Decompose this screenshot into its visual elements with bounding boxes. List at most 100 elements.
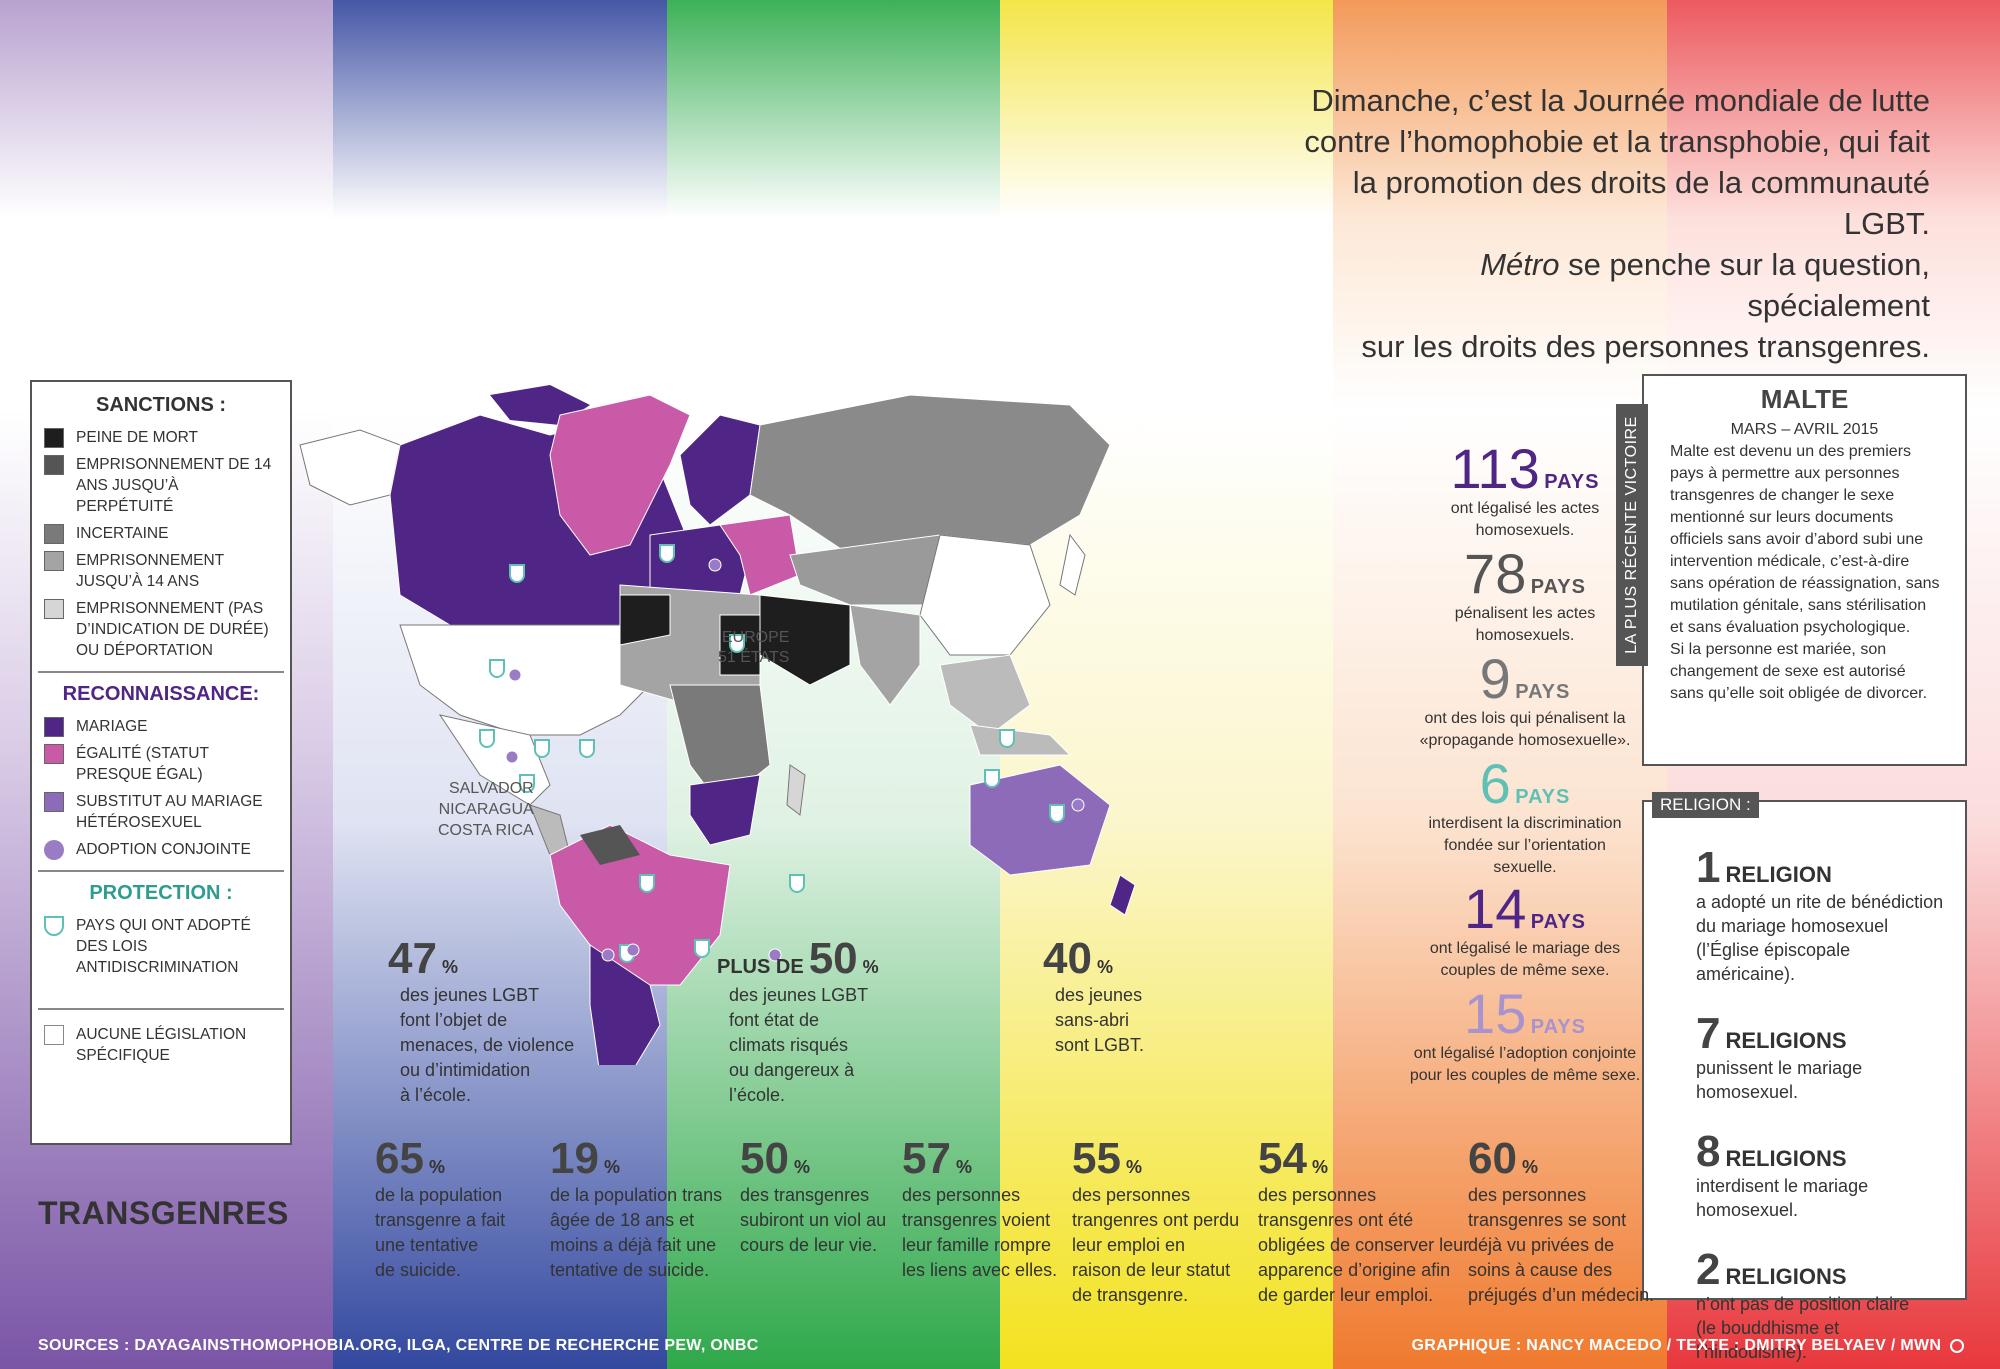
intro-line-part: se penche sur la question, spécialement (1559, 247, 1930, 323)
legend-label: ADOPTION CONJOINTE (76, 841, 251, 858)
metro-name: Métro (1480, 247, 1560, 282)
swatch (44, 428, 64, 448)
intro-line: Métro se penche sur la question, spécial… (1290, 244, 1930, 326)
trans-stat-text: soins à cause des (1468, 1260, 1613, 1280)
shield-icon (729, 634, 745, 653)
world-stat-unit: PAYS (1530, 1016, 1586, 1038)
shield-icon (579, 739, 595, 758)
percent-sign: % (603, 1157, 620, 1177)
youth-stat-text: menaces, de violence (400, 1035, 575, 1055)
china (919, 534, 1051, 656)
legend-item: EMPRISONNEMENT (PAS D’INDICATION DE DURÉ… (44, 598, 280, 661)
world-stat-text: homosexuels. (1475, 522, 1575, 539)
trans-stat-heading: 60 % (1468, 1135, 1654, 1183)
religion-item: 7 RELIGIONS punissent le mariage homosexue… (1696, 1012, 1945, 1104)
world-stat-text: fondée sur l’orientation (1444, 837, 1606, 854)
religion-heading: 1 RELIGION (1696, 846, 1945, 890)
religion-text: du mariage homosexuel (1696, 916, 1889, 936)
protection-list: PAYS QUI ONT ADOPTÉ DES LOIS ANTIDISCRIM… (32, 915, 290, 978)
youth-stat-text: des jeunes LGBT (729, 985, 869, 1005)
adoption-icon (626, 943, 640, 957)
world-stat-text: couples de même sexe. (1440, 962, 1610, 979)
world-stat-text: homosexuels. (1475, 627, 1575, 644)
trans-stat-text: de transgenre. (1072, 1285, 1189, 1305)
world-stat-heading: 113 PAYS (1400, 440, 1650, 498)
religion-title: RELIGION : (1652, 792, 1759, 818)
world-stat-text: ont légalisé le mariage des (1429, 940, 1621, 957)
percent-sign: % (793, 1157, 810, 1177)
world-stat-unit: PAYS (1530, 576, 1586, 598)
trans-stat-heading: 54 % (1258, 1135, 1469, 1183)
religion-text: a adopté un rite de bénédiction (1696, 892, 1944, 912)
world-stat-unit: PAYS (1530, 911, 1586, 933)
malta-line: Malte est devenu un des premiers (1670, 443, 1912, 460)
youth-stat-heading: 47 % (388, 935, 574, 983)
trans-stat-heading: 55 % (1072, 1135, 1239, 1183)
youth-stat: 40 % des jeunes sans-abri sont LGBT. (1043, 935, 1144, 1058)
religion-panel: RELIGION : 1 RELIGION a adopté un rite de… (1642, 792, 1967, 1362)
youth-stat-text: font l’objet de (400, 1010, 508, 1030)
world-stat-text: pour les couples de même sexe. (1409, 1067, 1641, 1084)
religion-number: 7 (1696, 1009, 1721, 1058)
madagascar (786, 764, 806, 816)
percent-sign: % (441, 957, 458, 977)
legend-item: ÉGALITÉ (STATUT PRESQUE ÉGAL) (44, 743, 280, 785)
legend-label: PEINE DE MORT (76, 429, 199, 446)
shield-icon (479, 729, 495, 748)
trans-stat-text: une tentative (375, 1235, 479, 1255)
trans-stat: 50 % des transgenres subiront un viol au co… (740, 1135, 886, 1258)
religion-text: interdisent le mariage (1696, 1176, 1869, 1196)
protection-shields (479, 544, 1065, 963)
recognition-list: MARIAGE ÉGALITÉ (STATUT PRESQUE ÉGAL) SUBS… (32, 716, 290, 860)
world-stat-text: «propagande homosexuelle». (1419, 732, 1631, 749)
legend-label: ÉGALITÉ (STATUT PRESQUE ÉGAL) (76, 745, 209, 783)
legend-sanctions-title: SANCTIONS : (96, 394, 226, 416)
world-stat: 15 PAYS ont légalisé l’adoption conjointe… (1400, 985, 1650, 1087)
trans-stat: 60 % des personnes transgenres se sont déjà… (1468, 1135, 1654, 1308)
swatch (44, 599, 64, 619)
salvador-label: SALVADOR (448, 780, 534, 797)
world-stat-number: 15 (1464, 982, 1527, 1045)
legend-divider (38, 870, 284, 872)
world-map (299, 385, 1136, 1065)
youth-stat-heading: PLUS DE 50 % (717, 935, 879, 983)
intro-line: Dimanche, c’est la Journée mondiale de l… (1311, 83, 1930, 118)
youth-stat-text: sans-abri (1055, 1010, 1130, 1030)
scandinavia (679, 414, 761, 526)
trans-stat: 54 % des personnes transgenres ont été obli… (1258, 1135, 1469, 1308)
shield-icon (789, 874, 805, 893)
religion-heading: 7 RELIGIONS (1696, 1012, 1945, 1056)
russia (749, 394, 1111, 556)
malta-line: transgenres de changer le sexe (1670, 487, 1895, 504)
youth-stat-number: 50 (808, 934, 858, 983)
world-stat-number: 9 (1479, 647, 1511, 710)
adoption-icon (508, 668, 522, 682)
legend-item: INCERTAINE (44, 523, 280, 544)
trans-stat-number: 55 (1072, 1134, 1121, 1183)
shield-icon (694, 939, 710, 958)
legend-recognition-title: RECONNAISSANCE: (62, 683, 260, 705)
religion-item: 1 RELIGION a adopté un rite de bénédictio… (1696, 846, 1945, 986)
greenland (549, 394, 691, 556)
malta-line: intervention médicale, c’est-à-dire (1670, 553, 1910, 570)
shield-icon (489, 659, 505, 678)
swatch (44, 455, 64, 475)
legend-item: EMPRISONNEMENT DE 14 ANS JUSQU’À PERPÉTU… (44, 454, 280, 517)
trans-stat-number: 65 (375, 1134, 424, 1183)
trans-stat: 55 % des personnes trangenres ont perdu leu… (1072, 1135, 1239, 1308)
trans-stat-text: de garder leur emploi. (1258, 1285, 1434, 1305)
malta-line: sans qu’elle soit obligée de divorcer. (1670, 685, 1928, 702)
malta-line: mutilation génitale, sans stérilisation (1670, 597, 1927, 614)
trans-stat-text: raison de leur statut (1072, 1260, 1231, 1280)
percent-sign: % (1521, 1157, 1538, 1177)
adoption-icon (601, 948, 615, 962)
world-stat-text: ont légalisé les actes (1450, 500, 1600, 517)
religion-text: punissent le mariage (1696, 1058, 1863, 1078)
youth-stat-text: font état de (729, 1010, 820, 1030)
religion-text: homosexuel. (1696, 1200, 1799, 1220)
malta-line: changement de sexe est autorisé (1670, 663, 1906, 680)
percent-sign: % (428, 1157, 445, 1177)
legend-divider (38, 671, 284, 673)
religion-number: 8 (1696, 1127, 1721, 1176)
trans-stat: 65 % de la population transgenre a fait une… (375, 1135, 505, 1283)
